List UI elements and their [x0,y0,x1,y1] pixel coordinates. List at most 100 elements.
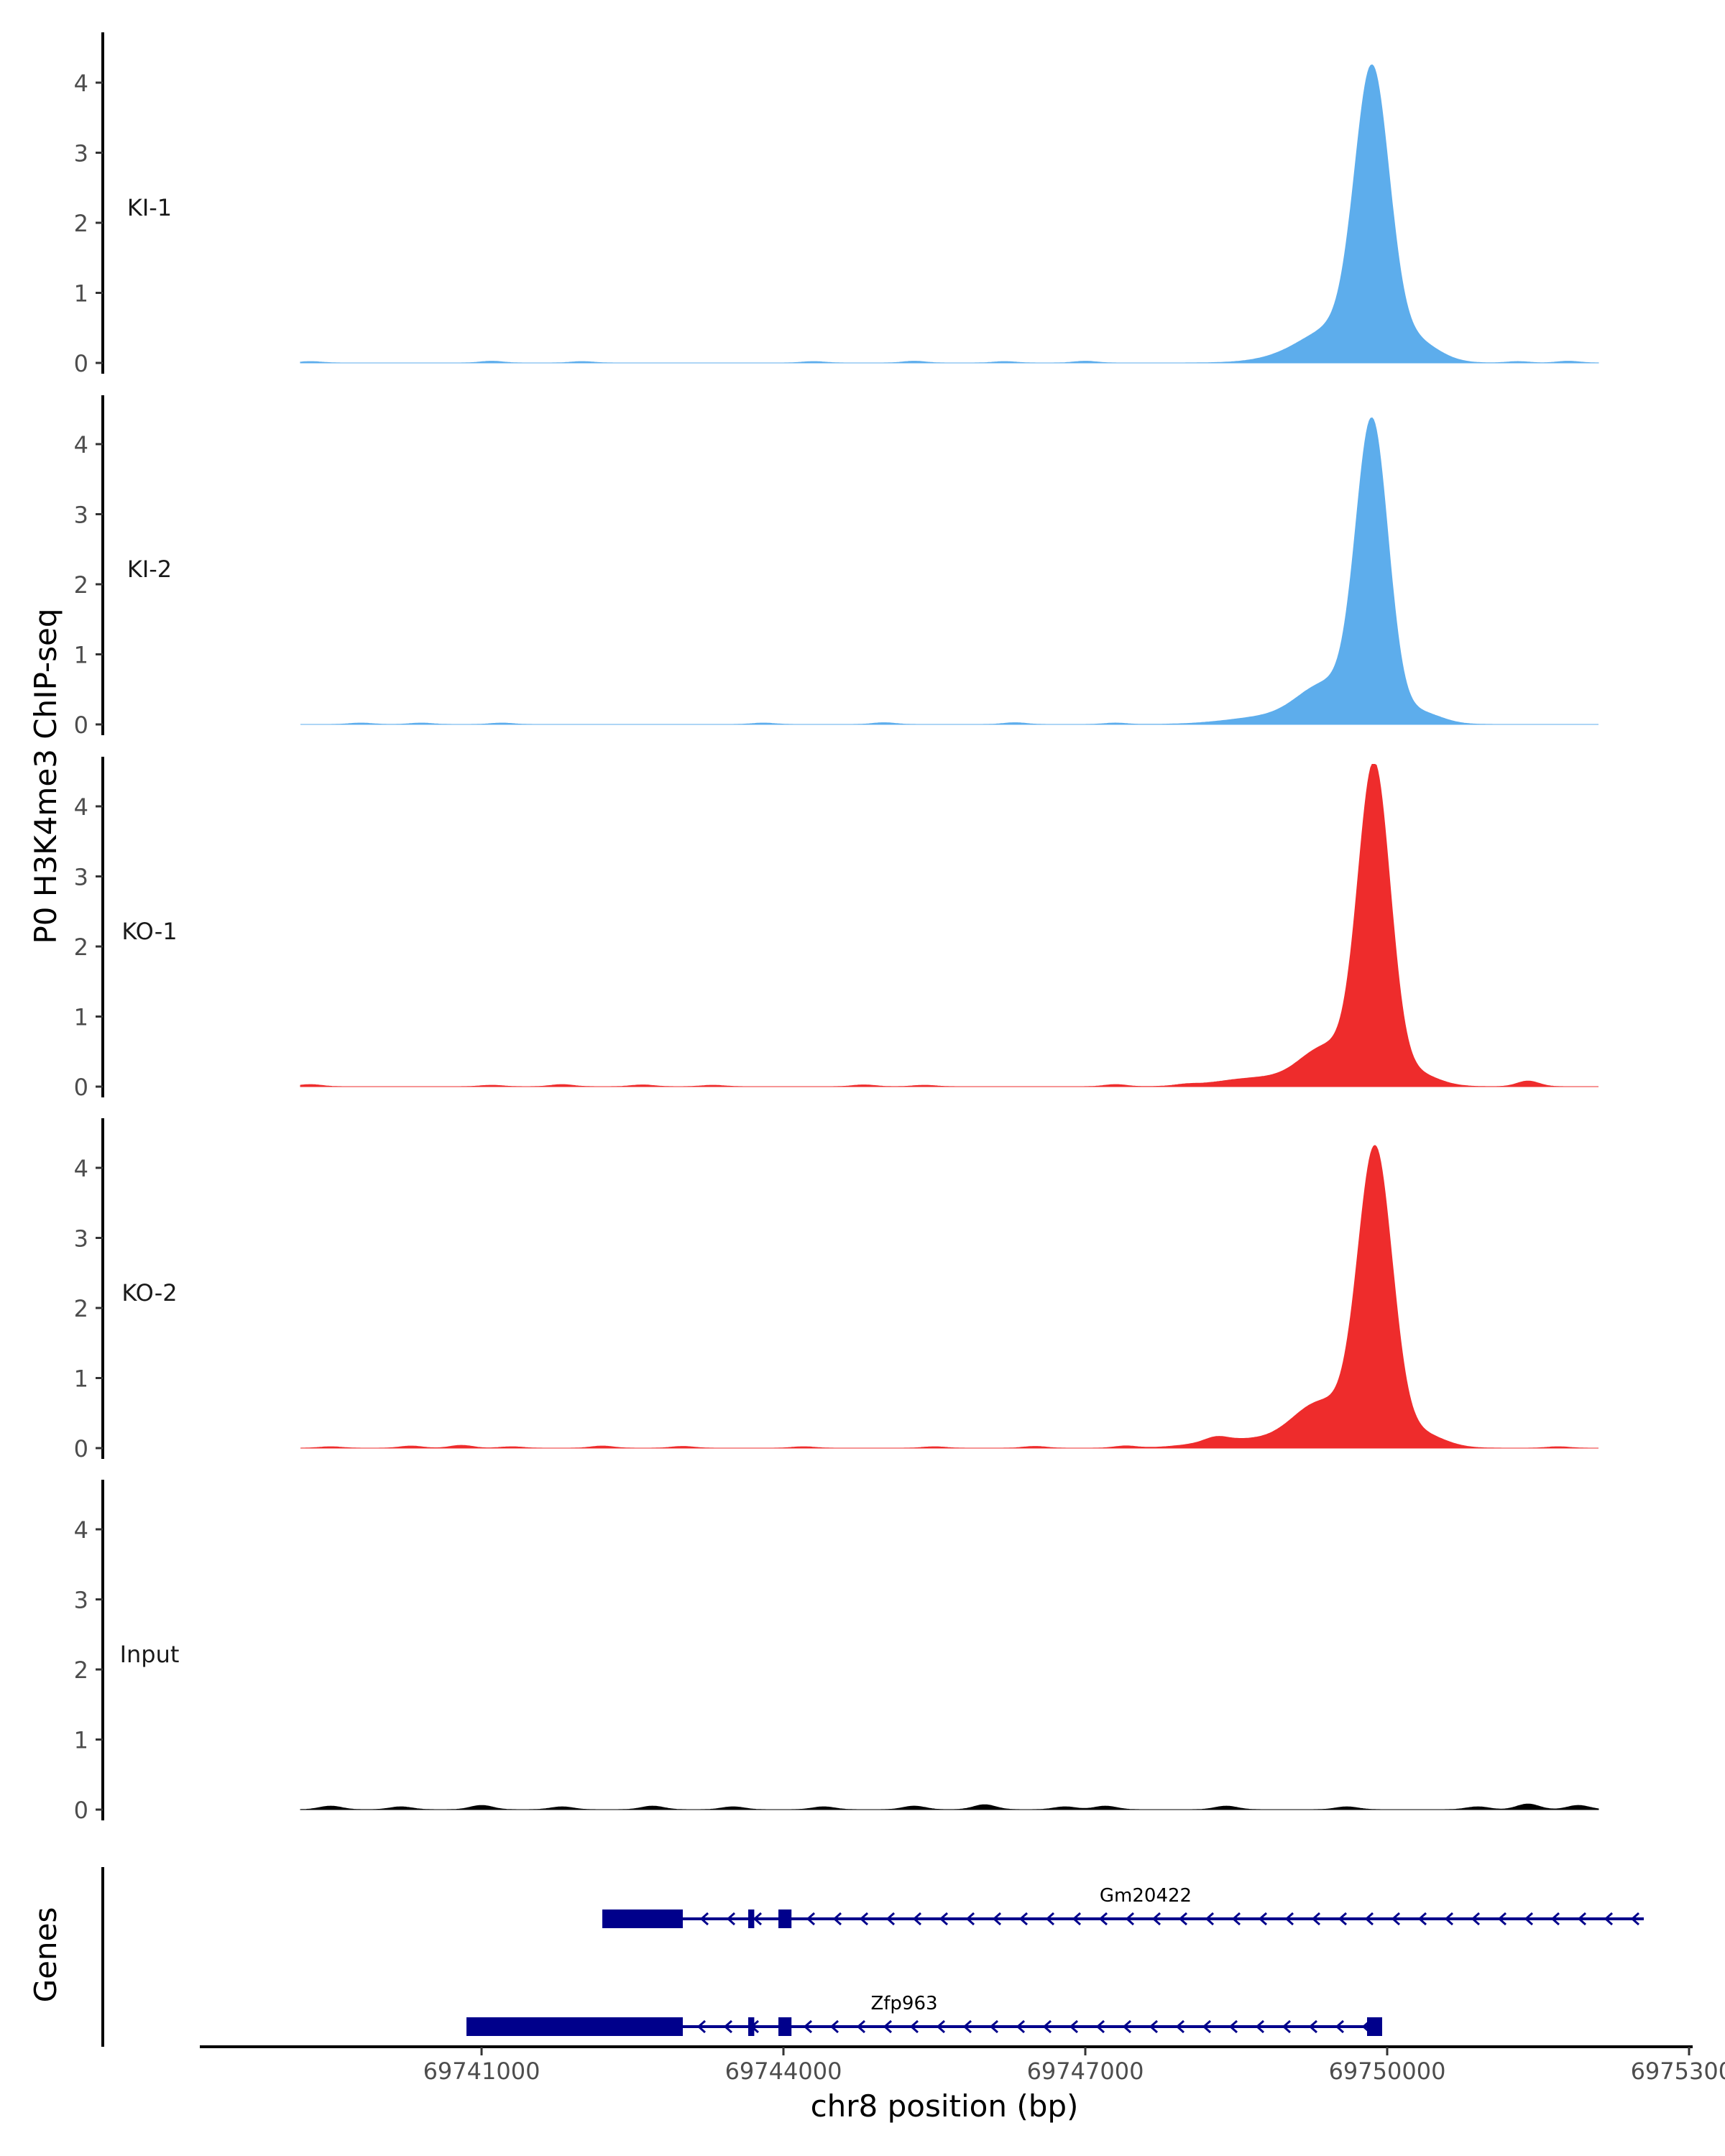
exon-block [602,1909,683,1928]
exon-block [748,1909,755,1928]
strand-arrow [1069,2019,1078,2034]
track-label: Input [120,1641,180,1668]
y-tick-label: 3 [74,1587,88,1614]
strand-arrow [936,2019,945,2034]
y-tick-label: 1 [74,1004,88,1031]
strand-arrow [803,2019,812,2034]
strand-arrow [1284,1912,1294,1926]
strand-arrow [1045,1912,1054,1926]
signal-area [300,1803,1599,1810]
strand-arrow [1018,1912,1028,1926]
track-input: 0 1 2 3 4 Input [74,1480,1599,1824]
track-label: KI-2 [127,556,172,583]
strand-arrow [886,1912,895,1926]
y-tick-label: 2 [74,571,88,599]
x-tick-label: 69744000 [725,2058,842,2085]
y-tick-label: 4 [74,70,88,97]
track-ki-2: 0 1 2 3 4 KI-2 [74,395,1598,739]
signal-area [300,764,1598,1087]
strand-arrow [696,2019,706,2034]
gene-label: Gm20422 [1100,1885,1192,1907]
strand-arrow [939,1912,948,1926]
track-ki-1: 0 1 2 3 4 KI-1 [74,32,1599,377]
gene-label: Zfp963 [870,1993,937,2014]
strand-arrow [992,1912,1001,1926]
y-tick-label: 3 [74,864,88,891]
strand-arrow [699,1912,709,1926]
y-tick-label: 0 [74,1435,88,1462]
genes-title: Genes [28,1907,63,2003]
y-tick-label: 4 [74,1155,88,1182]
strand-arrow [1095,2019,1105,2034]
strand-arrow [1630,1912,1639,1926]
strand-arrow [856,2019,865,2034]
gene-gm20422: Gm20422 [602,1885,1644,1928]
x-tick-label: 69741000 [423,2058,540,2085]
strand-arrow [1577,1912,1586,1926]
strand-arrow [1524,1912,1533,1926]
signal-area [300,417,1598,725]
strand-arrow [806,1912,815,1926]
strand-arrow [1016,2019,1025,2034]
y-tick-label: 2 [74,1657,88,1684]
strand-arrow [1151,1912,1161,1926]
signal-area [300,64,1599,364]
y-tick-label: 1 [74,280,88,308]
strand-arrow [1255,2019,1264,2034]
strand-arrow [1364,1912,1374,1926]
y-tick-label: 0 [74,1074,88,1101]
strand-arrow [1497,1912,1506,1926]
strand-arrow [1072,1912,1081,1926]
track-label: KO-2 [121,1279,177,1307]
strand-arrow [1228,2019,1238,2034]
x-axis-title: chr8 position (bp) [811,2088,1079,2124]
strand-arrow [1122,2019,1131,2034]
track-label: KO-1 [121,918,177,945]
y-axis-title: P0 H3K4me3 ChIP-seq [28,608,63,944]
x-tick-label: 69753000 [1631,2058,1725,2085]
y-tick-label: 0 [74,711,88,739]
track-ko-2: 0 1 2 3 4 KO-2 [74,1118,1598,1462]
y-tick-label: 2 [74,1295,88,1322]
exon-block [748,2017,755,2036]
y-tick-label: 0 [74,1797,88,1824]
x-tick-label: 69750000 [1329,2058,1446,2085]
strand-arrow [883,2019,892,2034]
strand-arrow [1391,1912,1400,1926]
strand-arrow [1282,2019,1291,2034]
strand-arrow [1042,2019,1052,2034]
strand-arrow [832,1912,842,1926]
strand-arrow [1444,1912,1453,1926]
strand-arrow [1231,1912,1241,1926]
strand-arrow [1178,1912,1187,1926]
y-tick-label: 3 [74,502,88,529]
y-tick-label: 4 [74,431,88,459]
y-tick-label: 0 [74,350,88,377]
strand-arrow [1311,1912,1320,1926]
exon-block [778,1909,792,1928]
y-tick-label: 4 [74,793,88,821]
exon-block [778,2017,792,2036]
y-tick-label: 4 [74,1516,88,1544]
strand-arrow [962,2019,972,2034]
x-tick-label: 69747000 [1027,2058,1144,2085]
strand-arrow [1335,2019,1344,2034]
strand-arrow [1098,1912,1108,1926]
y-tick-label: 1 [74,1727,88,1754]
y-tick-label: 3 [74,1225,88,1253]
strand-arrow [965,1912,975,1926]
strand-arrow [909,2019,919,2034]
strand-arrow [989,2019,998,2034]
gene-zfp963: Zfp963 [466,1993,1382,2036]
y-tick-label: 1 [74,1365,88,1393]
signal-area [300,1145,1598,1449]
y-tick-label: 2 [74,934,88,961]
exon-block [1367,2017,1382,2036]
strand-arrow [1258,1912,1267,1926]
strand-arrow [1308,2019,1317,2034]
strand-arrow [1149,2019,1158,2034]
strand-arrow [723,2019,732,2034]
strand-arrow [1338,1912,1347,1926]
strand-arrow [753,1912,762,1926]
